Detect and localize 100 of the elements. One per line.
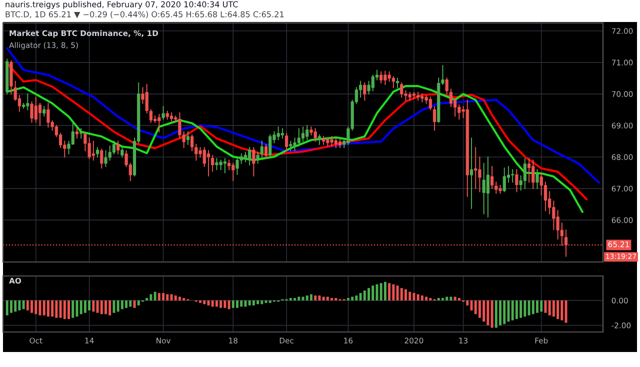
bar xyxy=(441,298,444,300)
candlestick xyxy=(511,169,514,183)
candlestick xyxy=(490,166,494,190)
bar xyxy=(384,282,386,300)
candlestick xyxy=(178,112,182,139)
bar xyxy=(552,300,555,317)
bar xyxy=(104,300,107,314)
candlestick xyxy=(215,158,218,170)
candlestick xyxy=(289,140,292,152)
bar xyxy=(392,284,395,300)
bar xyxy=(482,300,486,322)
candlestick xyxy=(252,147,256,176)
bar xyxy=(55,300,58,318)
candlestick xyxy=(223,158,226,174)
candlestick xyxy=(108,145,112,161)
bar xyxy=(150,294,152,300)
candlestick xyxy=(96,147,100,158)
bar xyxy=(30,300,33,313)
bar xyxy=(314,295,317,300)
bar xyxy=(112,300,116,313)
bar xyxy=(466,300,469,306)
candlestick xyxy=(306,124,309,140)
bar xyxy=(80,300,82,314)
candlestick xyxy=(202,147,206,167)
bar xyxy=(146,298,148,300)
candlestick xyxy=(112,140,116,154)
candlestick xyxy=(276,126,280,140)
candlestick xyxy=(334,138,338,148)
candlestick xyxy=(400,82,404,98)
candlestick xyxy=(482,162,486,214)
bar xyxy=(437,298,440,300)
bar xyxy=(268,300,272,303)
bar xyxy=(429,298,432,300)
bar xyxy=(520,300,522,318)
candlestick xyxy=(100,148,104,169)
line-series xyxy=(6,62,588,200)
candlestick xyxy=(248,147,252,166)
bar xyxy=(211,300,214,307)
candlestick xyxy=(293,138,296,152)
bar xyxy=(446,296,448,300)
bar xyxy=(326,296,329,300)
candlestick xyxy=(190,134,194,152)
candlestick xyxy=(330,136,334,146)
bar xyxy=(228,300,230,310)
bar xyxy=(84,300,86,313)
bar xyxy=(318,295,321,300)
candlestick xyxy=(428,96,432,110)
bar xyxy=(26,300,29,310)
bar xyxy=(256,300,260,304)
bar xyxy=(450,296,452,300)
bar xyxy=(298,296,300,300)
bar xyxy=(458,298,460,300)
bar xyxy=(46,300,50,317)
candlestick xyxy=(318,134,321,145)
bar xyxy=(96,300,99,313)
bar xyxy=(203,300,206,304)
candlestick xyxy=(458,104,461,120)
bar xyxy=(166,294,169,300)
candlestick xyxy=(236,158,239,175)
bar xyxy=(454,296,456,300)
bar xyxy=(355,295,358,300)
bar xyxy=(59,300,62,318)
candlestick xyxy=(396,78,400,88)
bar xyxy=(507,300,510,322)
candlestick xyxy=(34,96,38,123)
bar xyxy=(289,298,292,300)
bar xyxy=(334,298,338,300)
candlestick xyxy=(75,128,79,139)
bar xyxy=(72,300,74,318)
candlestick xyxy=(104,150,108,167)
candlestick xyxy=(162,106,165,120)
bar xyxy=(51,300,54,317)
bar xyxy=(528,300,530,316)
bar xyxy=(129,300,132,307)
candlestick xyxy=(363,82,366,101)
candlestick xyxy=(384,70,387,85)
candlestick xyxy=(219,160,222,170)
bar xyxy=(18,300,21,310)
candlestick xyxy=(392,76,395,88)
candlestick xyxy=(211,154,214,172)
bar xyxy=(76,300,78,317)
candlestick xyxy=(301,126,305,142)
candlestick xyxy=(367,80,370,94)
bar xyxy=(408,292,412,300)
bar xyxy=(10,300,12,313)
candlestick xyxy=(256,152,260,164)
bar xyxy=(34,300,38,314)
candlestick xyxy=(502,168,506,192)
bar xyxy=(68,300,70,320)
bar xyxy=(240,300,243,307)
bar xyxy=(260,300,264,304)
bar xyxy=(363,290,366,300)
bar xyxy=(199,300,202,303)
bar xyxy=(376,284,378,300)
candlestick xyxy=(264,144,268,160)
bar xyxy=(372,286,374,300)
candlestick xyxy=(523,158,526,190)
candlestick xyxy=(145,84,148,114)
candlestick xyxy=(26,93,30,110)
bar xyxy=(236,300,238,308)
